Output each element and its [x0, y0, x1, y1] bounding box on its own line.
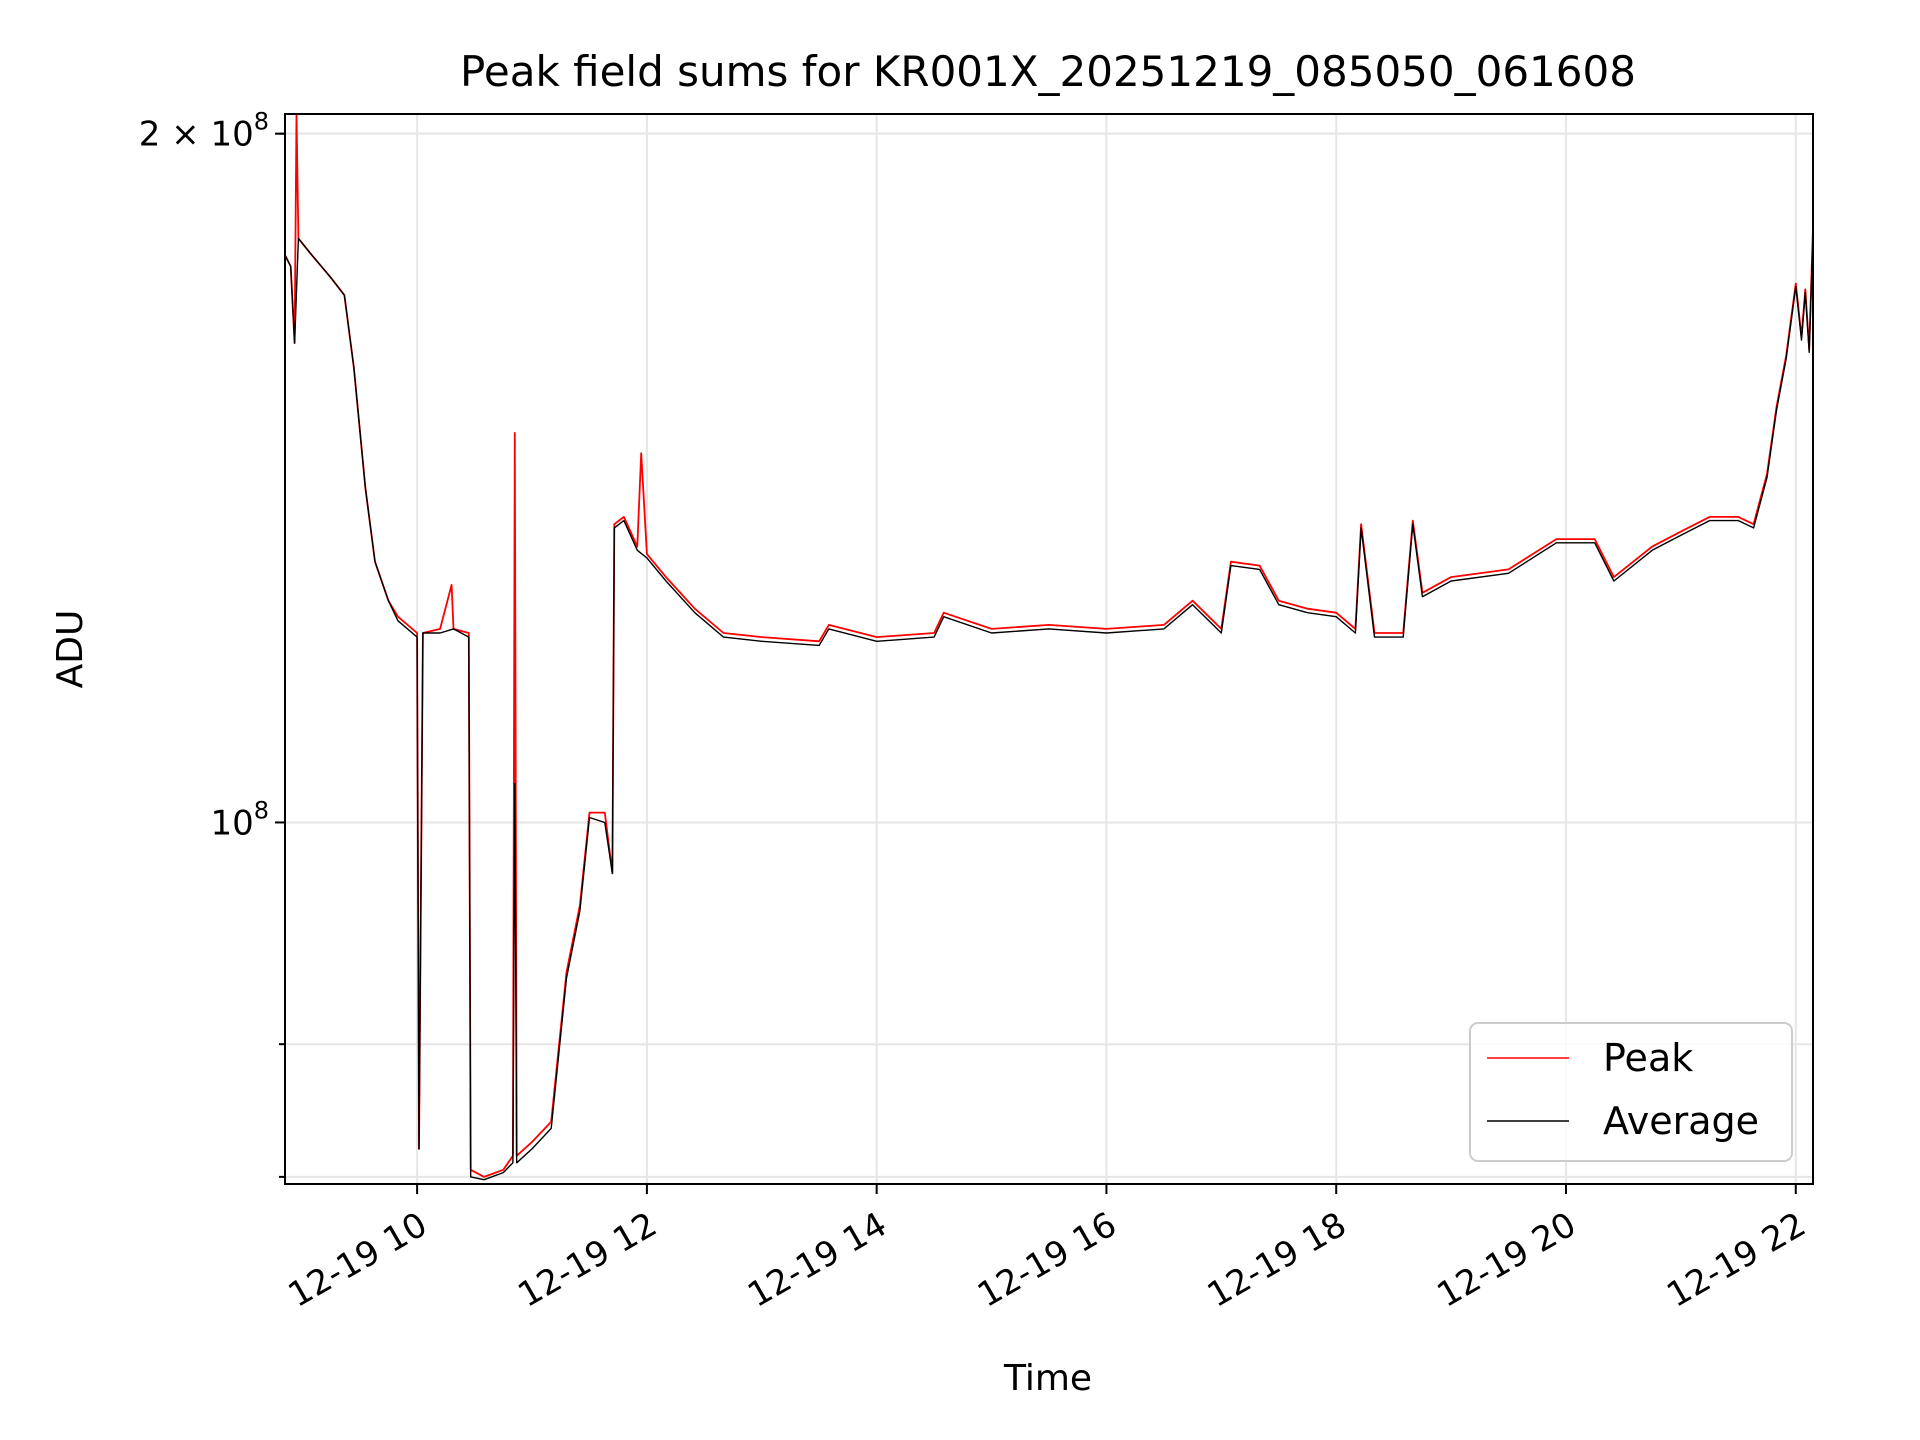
chart-title: Peak field sums for KR001X_20251219_0850…	[460, 47, 1636, 96]
legend-label-peak: Peak	[1603, 1036, 1693, 1080]
y-tick-label: 2 × 108	[139, 108, 269, 155]
grid-layer	[285, 114, 1813, 1184]
plot-frame	[284, 113, 1814, 1185]
y-tick-label: 108	[210, 796, 269, 843]
legend: Peak Average	[1469, 1022, 1793, 1162]
series-layer	[284, 113, 1814, 1181]
x-axis-label: Time	[1003, 1358, 1092, 1399]
legend-label-average: Average	[1603, 1099, 1759, 1143]
y-axis-label: ADU	[50, 610, 91, 689]
series-line-average	[284, 232, 1814, 1181]
